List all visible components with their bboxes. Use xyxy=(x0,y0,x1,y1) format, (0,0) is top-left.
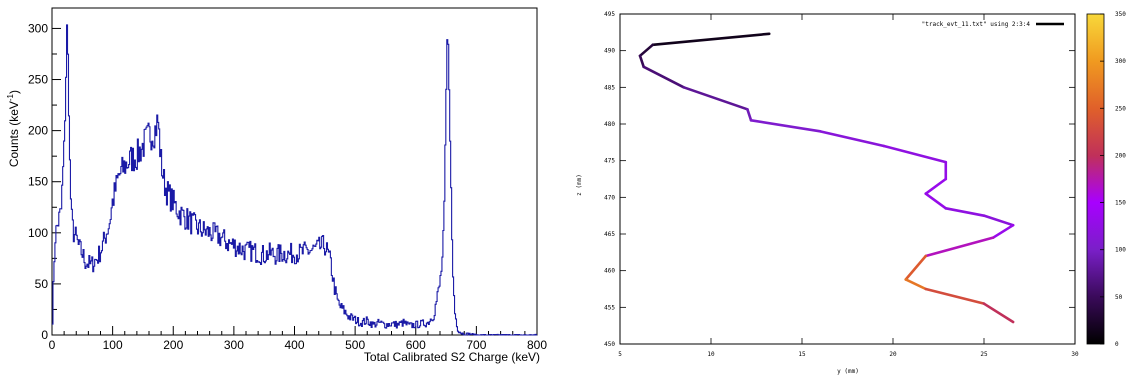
track-y-tick-label: 490 xyxy=(604,48,615,55)
track-segment xyxy=(982,214,1015,227)
histogram-x-tick-label: 100 xyxy=(103,338,123,352)
track-segment xyxy=(924,177,948,195)
colorbar-tick-label: 50 xyxy=(1115,294,1123,301)
colorbar-tick-label: 250 xyxy=(1115,105,1126,112)
colorbar-tick-label: 350 xyxy=(1115,11,1126,18)
track-y-tick-label: 475 xyxy=(604,158,615,165)
histogram-x-tick-label: 400 xyxy=(284,338,304,352)
histogram-y-axis-label-sup: -1 xyxy=(6,93,15,101)
histogram-y-axis-label-main: Counts (keV xyxy=(7,101,21,167)
track-y-tick-label: 460 xyxy=(604,268,615,275)
track-segment xyxy=(882,144,948,164)
track-x-tick-label: 10 xyxy=(707,351,715,358)
track-plot-frame xyxy=(619,13,1076,345)
track-segment xyxy=(924,192,948,210)
track-segment xyxy=(924,236,995,258)
track-y-tick-label: 455 xyxy=(604,304,615,311)
track-segment xyxy=(651,32,771,47)
histogram-x-axis-label: Total Calibrated S2 Charge (keV) xyxy=(364,350,540,364)
histogram-chart: 0 50 100 150 200 250 300 0 100 200 300 400 500 600 70… xyxy=(6,7,547,364)
histogram-x-tick-label: 200 xyxy=(163,338,183,352)
track-segment xyxy=(904,254,928,281)
colorbar-tick-label: 200 xyxy=(1115,152,1126,159)
track-x-tick-label: 30 xyxy=(1071,351,1079,358)
track-x-axis-label: y (mm) xyxy=(837,368,859,375)
track-segment xyxy=(818,130,886,148)
track-y-tick-label: 465 xyxy=(604,231,615,238)
track-segment xyxy=(924,287,986,305)
histogram-y-axis-label-close: ) xyxy=(7,90,21,94)
track-chart: 450 455 460 465 470 475 480 485 490 495 5 10 15 20 25… xyxy=(576,11,1126,375)
track-x-ticks: 5 10 15 20 25 30 xyxy=(618,14,1079,358)
track-segment xyxy=(682,86,749,111)
colorbar-tick-label: 150 xyxy=(1115,200,1126,207)
histogram-series-line xyxy=(52,24,537,336)
colorbar xyxy=(1086,13,1105,345)
track-legend-label: "track_evt_11.txt" using 2:3:4 xyxy=(922,21,1031,28)
histogram-x-tick-label: 0 xyxy=(49,338,56,352)
track-y-tick-label: 485 xyxy=(604,84,615,91)
histogram-y-tick-label: 200 xyxy=(28,124,48,138)
histogram-x-tick-label: 800 xyxy=(527,338,547,352)
histogram-x-tick-label: 700 xyxy=(466,338,486,352)
track-y-tick-label: 450 xyxy=(604,341,615,348)
track-y-axis-label: z (mm) xyxy=(576,174,583,196)
track-y-ticks: 450 455 460 465 470 475 480 485 490 495 xyxy=(604,11,1075,348)
histogram-y-tick-label: 0 xyxy=(41,328,48,342)
track-segment xyxy=(749,119,822,133)
histogram-y-ticks: 0 50 100 150 200 250 300 xyxy=(28,21,61,342)
track-segment xyxy=(638,54,645,69)
colorbar-tick-label: 0 xyxy=(1115,341,1119,348)
track-segment xyxy=(638,43,655,58)
colorbar-ticks: 0 50 100 150 200 250 300 350 xyxy=(1100,11,1126,348)
track-segment xyxy=(944,207,986,217)
histogram-y-tick-label: 300 xyxy=(28,21,48,35)
track-x-tick-label: 5 xyxy=(618,351,622,358)
track-segment xyxy=(991,223,1015,239)
track-y-tick-label: 480 xyxy=(604,121,615,128)
histogram-x-ticks: 0 100 200 300 400 500 600 700 800 xyxy=(49,326,547,352)
histogram-x-tick-label: 500 xyxy=(345,338,365,352)
track-segment xyxy=(904,278,928,291)
track-y-tick-label: 495 xyxy=(604,11,615,18)
track-x-tick-label: 25 xyxy=(980,351,988,358)
histogram-x-tick-label: 300 xyxy=(224,338,244,352)
histogram-y-tick-label: 150 xyxy=(28,175,48,189)
track-y-tick-label: 470 xyxy=(604,194,615,201)
track-segment xyxy=(982,302,1015,324)
track-x-tick-label: 20 xyxy=(889,351,897,358)
histogram-y-axis-label: Counts (keV-1) xyxy=(6,90,21,167)
histogram-x-tick-label: 600 xyxy=(406,338,426,352)
track-segment xyxy=(746,108,753,122)
colorbar-tick-label: 100 xyxy=(1115,247,1126,254)
histogram-y-tick-label: 100 xyxy=(28,226,48,240)
histogram-y-tick-label: 250 xyxy=(28,73,48,87)
track-x-tick-label: 15 xyxy=(798,351,806,358)
colorbar-tick-label: 300 xyxy=(1115,58,1126,65)
track-segment xyxy=(642,65,686,89)
histogram-y-tick-label: 50 xyxy=(35,277,49,291)
track-series xyxy=(638,32,1015,324)
